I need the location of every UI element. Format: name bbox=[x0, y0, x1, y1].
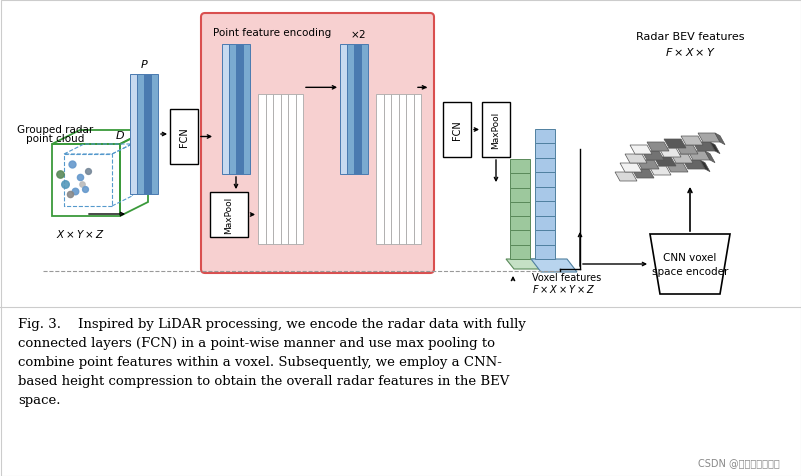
Polygon shape bbox=[666, 164, 688, 173]
Polygon shape bbox=[632, 169, 654, 178]
Bar bbox=[361, 45, 368, 175]
Text: FCN: FCN bbox=[179, 128, 189, 147]
Bar bbox=[399, 95, 406, 245]
Bar bbox=[137, 75, 144, 195]
Text: point cloud: point cloud bbox=[26, 134, 84, 144]
Polygon shape bbox=[647, 143, 669, 152]
Polygon shape bbox=[693, 143, 715, 152]
Bar bbox=[482, 103, 510, 158]
Bar bbox=[296, 95, 303, 245]
Bar bbox=[535, 216, 555, 231]
Point bbox=[66, 161, 78, 169]
Bar bbox=[510, 231, 530, 245]
Bar bbox=[229, 45, 236, 175]
Text: Fig. 3.    Inspired by LiDAR processing, we encode the radar data with fully
con: Fig. 3. Inspired by LiDAR processing, we… bbox=[18, 317, 526, 406]
Bar bbox=[384, 95, 391, 245]
Bar bbox=[144, 75, 151, 195]
Polygon shape bbox=[681, 137, 703, 146]
Polygon shape bbox=[625, 155, 647, 164]
Polygon shape bbox=[615, 173, 637, 182]
Bar bbox=[510, 159, 530, 174]
Polygon shape bbox=[698, 134, 720, 143]
Text: FCN: FCN bbox=[452, 120, 462, 140]
Polygon shape bbox=[676, 146, 698, 155]
Bar bbox=[510, 174, 530, 188]
Bar bbox=[510, 217, 530, 231]
Bar bbox=[510, 188, 530, 202]
Bar bbox=[535, 173, 555, 188]
Bar bbox=[170, 110, 198, 165]
Text: $P$: $P$ bbox=[139, 58, 148, 70]
Polygon shape bbox=[671, 155, 693, 164]
Text: MaxPool: MaxPool bbox=[224, 197, 234, 234]
Bar bbox=[130, 75, 137, 195]
Point bbox=[75, 181, 88, 188]
Bar bbox=[413, 95, 421, 245]
FancyBboxPatch shape bbox=[201, 14, 434, 273]
Polygon shape bbox=[531, 259, 577, 272]
Text: Voxel features: Voxel features bbox=[532, 272, 602, 282]
Bar bbox=[535, 144, 555, 159]
Point bbox=[58, 181, 71, 188]
Bar bbox=[535, 245, 555, 259]
Bar bbox=[443, 103, 471, 158]
Point bbox=[82, 168, 95, 176]
Bar bbox=[210, 193, 248, 238]
Bar bbox=[535, 188, 555, 202]
Point bbox=[74, 174, 87, 181]
Polygon shape bbox=[649, 167, 671, 176]
Text: CSDN @明初哈都能学会: CSDN @明初哈都能学会 bbox=[698, 457, 780, 467]
Point bbox=[54, 171, 66, 178]
Polygon shape bbox=[705, 152, 715, 163]
Bar bbox=[265, 95, 273, 245]
Bar bbox=[391, 95, 399, 245]
Bar bbox=[222, 45, 229, 175]
Text: MaxPool: MaxPool bbox=[492, 112, 501, 149]
Text: Point feature encoding: Point feature encoding bbox=[213, 28, 332, 38]
Bar bbox=[354, 45, 361, 175]
Point bbox=[78, 186, 91, 193]
Polygon shape bbox=[620, 164, 642, 173]
Bar bbox=[535, 130, 555, 144]
Text: $D$: $D$ bbox=[115, 129, 125, 141]
Bar bbox=[406, 95, 413, 245]
Polygon shape bbox=[710, 143, 720, 154]
Text: $F \times X \times Y$: $F \times X \times Y$ bbox=[665, 46, 715, 58]
Point bbox=[63, 191, 76, 198]
Polygon shape bbox=[506, 259, 548, 269]
Polygon shape bbox=[654, 158, 676, 167]
Text: Radar BEV features: Radar BEV features bbox=[636, 32, 744, 42]
Bar bbox=[535, 202, 555, 216]
Bar bbox=[243, 45, 250, 175]
Bar bbox=[347, 45, 354, 175]
Bar bbox=[258, 95, 265, 245]
Polygon shape bbox=[650, 235, 730, 294]
Bar bbox=[340, 45, 347, 175]
Bar bbox=[280, 95, 288, 245]
Bar bbox=[273, 95, 280, 245]
Text: CNN voxel
space encoder: CNN voxel space encoder bbox=[652, 253, 728, 276]
Polygon shape bbox=[642, 152, 664, 161]
Polygon shape bbox=[664, 140, 686, 149]
Text: $\times 2$: $\times 2$ bbox=[350, 28, 366, 40]
Point bbox=[69, 188, 82, 196]
Bar bbox=[535, 231, 555, 245]
Bar bbox=[151, 75, 158, 195]
Bar bbox=[236, 45, 243, 175]
Polygon shape bbox=[688, 152, 710, 161]
Polygon shape bbox=[715, 134, 725, 145]
Bar bbox=[288, 95, 296, 245]
Polygon shape bbox=[659, 149, 681, 158]
Polygon shape bbox=[683, 161, 705, 169]
Bar bbox=[376, 95, 384, 245]
Bar bbox=[510, 202, 530, 217]
Polygon shape bbox=[637, 161, 659, 169]
Text: $F \times X \times Y \times Z$: $F \times X \times Y \times Z$ bbox=[532, 282, 595, 294]
Bar bbox=[510, 245, 530, 259]
Polygon shape bbox=[630, 146, 652, 155]
Text: Grouped radar: Grouped radar bbox=[17, 125, 93, 135]
Text: $X \times Y \times Z$: $X \times Y \times Z$ bbox=[56, 228, 105, 239]
Bar bbox=[535, 159, 555, 173]
Polygon shape bbox=[700, 161, 710, 172]
